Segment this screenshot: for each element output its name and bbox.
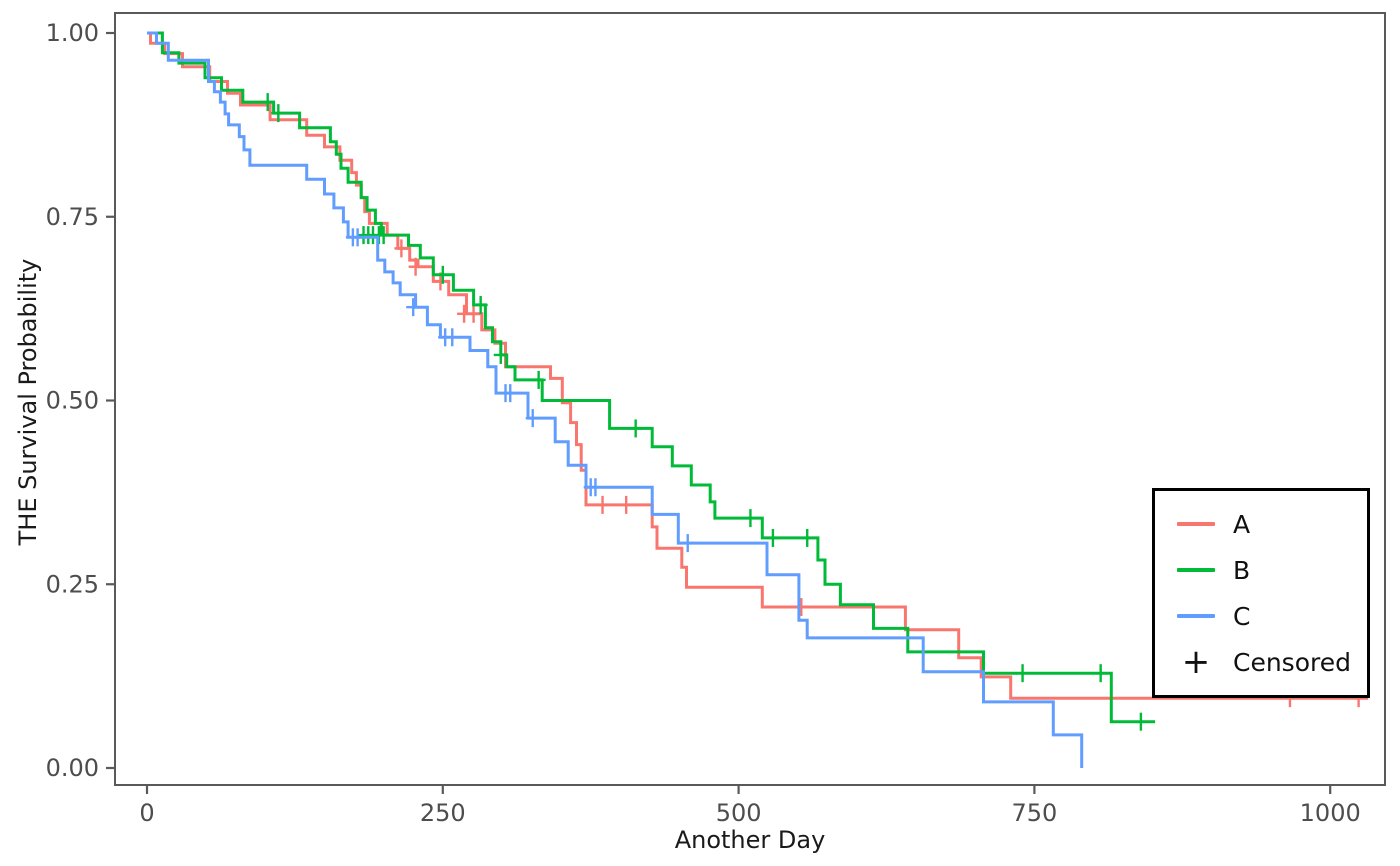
legend-label-b: B: [1233, 555, 1251, 585]
x-tick-label: 500: [716, 799, 762, 827]
x-axis-title: Another Day: [674, 826, 826, 854]
curve-path-B: [147, 31, 1156, 724]
legend-line-a-icon: [1177, 522, 1215, 526]
y-tick-label: 0.25: [46, 570, 99, 598]
x-tick-label: 750: [1011, 799, 1057, 827]
x-tick-label: 1000: [1300, 799, 1361, 827]
legend-label-a: A: [1233, 509, 1251, 539]
survival-curve-B: [147, 31, 1156, 731]
panel-border: [114, 12, 1386, 786]
y-tick-label: 0.75: [46, 203, 99, 231]
x-tick-label: 250: [420, 799, 466, 827]
survival-curve-A: [147, 31, 1369, 708]
curve-path-C: [147, 31, 1084, 768]
legend: A B C + Censored: [1152, 488, 1370, 698]
legend-item-b: B: [1155, 550, 1367, 590]
legend-item-c: C: [1155, 596, 1367, 636]
legend-line-c-icon: [1177, 614, 1215, 618]
y-tick-label: 1.00: [46, 19, 99, 47]
x-tick-label: 0: [139, 799, 154, 827]
y-tick-label: 0.00: [46, 754, 99, 782]
legend-item-a: A: [1155, 504, 1367, 544]
censored-plus-icon: +: [1181, 642, 1211, 682]
survival-curve-C: [147, 31, 1084, 768]
legend-line-b-icon: [1177, 568, 1215, 572]
y-axis-title: THE Survival Probability: [14, 258, 42, 546]
y-tick-label: 0.50: [46, 387, 99, 415]
legend-label-c: C: [1233, 601, 1251, 631]
legend-item-censored: + Censored: [1155, 642, 1367, 682]
legend-label-censored: Censored: [1233, 647, 1351, 677]
